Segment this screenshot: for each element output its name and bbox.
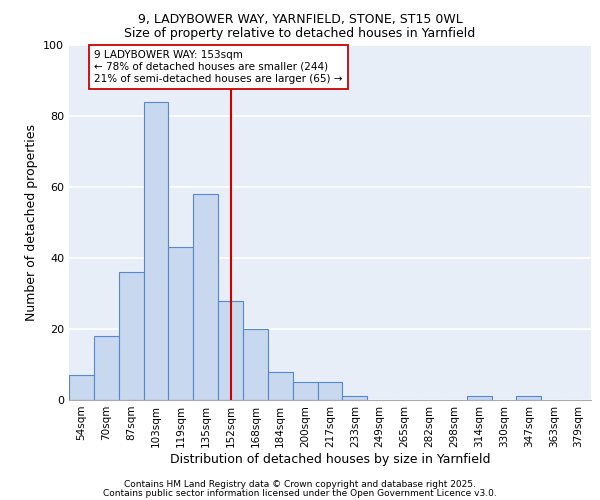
Bar — [317, 382, 343, 400]
Bar — [218, 300, 243, 400]
Bar — [268, 372, 293, 400]
Text: Size of property relative to detached houses in Yarnfield: Size of property relative to detached ho… — [124, 28, 476, 40]
Bar — [343, 396, 367, 400]
Bar — [517, 396, 541, 400]
Bar — [169, 248, 193, 400]
Bar — [467, 396, 491, 400]
Bar — [243, 329, 268, 400]
Text: 9 LADYBOWER WAY: 153sqm
← 78% of detached houses are smaller (244)
21% of semi-d: 9 LADYBOWER WAY: 153sqm ← 78% of detache… — [94, 50, 343, 84]
Text: Contains HM Land Registry data © Crown copyright and database right 2025.: Contains HM Land Registry data © Crown c… — [124, 480, 476, 489]
Y-axis label: Number of detached properties: Number of detached properties — [25, 124, 38, 321]
Text: 9, LADYBOWER WAY, YARNFIELD, STONE, ST15 0WL: 9, LADYBOWER WAY, YARNFIELD, STONE, ST15… — [137, 12, 463, 26]
Text: Contains public sector information licensed under the Open Government Licence v3: Contains public sector information licen… — [103, 488, 497, 498]
Bar — [143, 102, 169, 400]
Bar — [69, 375, 94, 400]
X-axis label: Distribution of detached houses by size in Yarnfield: Distribution of detached houses by size … — [170, 452, 490, 466]
Bar — [119, 272, 143, 400]
Bar — [94, 336, 119, 400]
Bar — [293, 382, 317, 400]
Bar — [193, 194, 218, 400]
